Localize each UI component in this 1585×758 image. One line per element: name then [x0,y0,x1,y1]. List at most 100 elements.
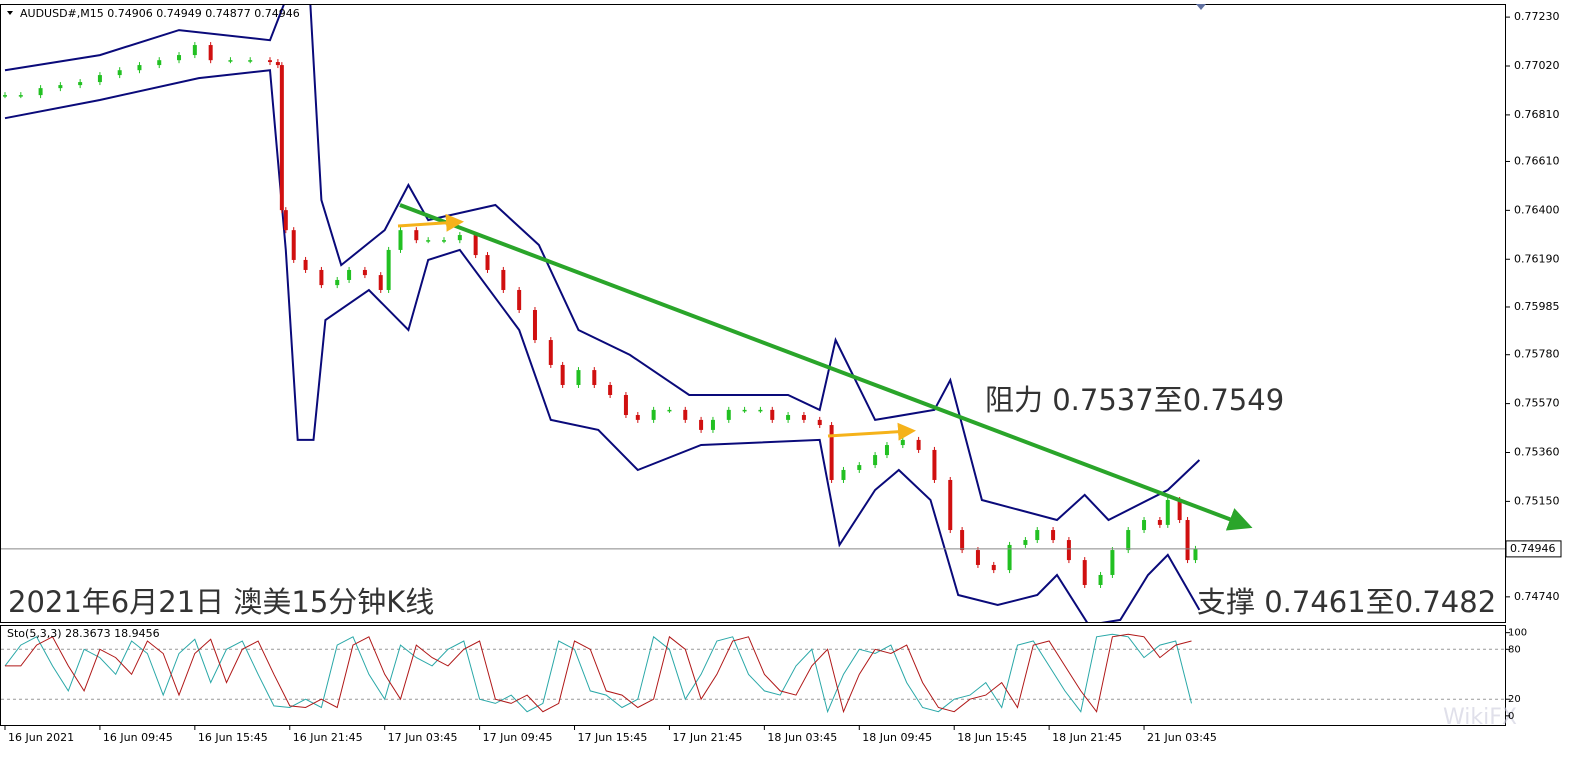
candle [1157,520,1162,525]
candle [857,465,862,470]
candle [117,70,122,76]
candle [501,269,506,290]
x-tick-label: 17 Jun 03:45 [388,731,458,744]
candle [3,95,7,97]
candle [623,394,628,416]
candle [177,55,182,61]
candle [137,65,142,71]
watermark: WikiFX [1443,705,1517,730]
candle [548,340,553,365]
candle [991,564,996,571]
candle [948,479,953,531]
candle [157,60,162,66]
candle [1051,530,1056,541]
candle [975,550,980,565]
candle [378,275,383,290]
x-tick-label: 17 Jun 15:45 [578,731,648,744]
candle [291,230,296,260]
candle [786,415,791,420]
candle [319,269,324,286]
x-tick-label: 16 Jun 2021 [8,731,74,744]
bollinger-band [4,69,1201,622]
candle [884,445,889,456]
stochastic-line [5,633,1192,714]
y-tick-label: 0.75985 [1514,300,1560,313]
candle [699,419,704,430]
candle [275,62,280,66]
candle [335,279,340,286]
candle [742,409,747,412]
candle [97,75,102,83]
candle [635,415,640,420]
orange-arrow [397,213,464,232]
indicator-plot [1,633,1505,714]
x-tick-label: 16 Jun 21:45 [293,731,363,744]
candle [726,409,731,420]
y-tick-label: 0.75570 [1514,397,1560,410]
candle [667,409,672,412]
price-plot [3,5,1201,622]
y-tick-label: 0.75150 [1514,494,1560,507]
candle [560,364,565,385]
candle [485,255,490,270]
candle [1142,520,1147,531]
y-tick-label: 0.76610 [1514,154,1560,167]
candle [267,60,272,63]
candle [829,425,834,480]
orange-arrow [827,422,916,441]
candle [683,409,688,420]
candle [608,384,613,395]
trend-line [399,203,1253,531]
y-tick-label: 0.77020 [1514,59,1560,72]
candle [248,60,253,62]
indicator-panel [0,625,1506,726]
x-tick-label: 17 Jun 21:45 [672,731,742,744]
current-price-box [1505,540,1562,558]
marker-triangle [1196,4,1206,10]
y-tick-label: 0.77230 [1514,10,1560,23]
candle [592,370,597,385]
x-tick-label: 21 Jun 03:45 [1147,731,1217,744]
candle [1007,544,1012,571]
y-tick-label: 0 [1508,711,1514,722]
x-tick-label: 18 Jun 03:45 [767,731,837,744]
y-tick-label: 0.75360 [1514,445,1560,458]
candle [916,439,921,450]
x-tick-label: 18 Jun 21:45 [1052,731,1122,744]
x-tick-label: 16 Jun 09:45 [103,731,173,744]
candle [1110,550,1115,575]
y-tick-label: 100 [1508,628,1527,639]
candle [1023,540,1028,545]
candle [770,409,775,420]
candle [873,455,878,466]
y-tick-label: 0.76400 [1514,203,1560,216]
candle [1082,560,1087,585]
support-note: 支撑 0.7461至0.7482 [1197,585,1496,619]
x-tick-label: 18 Jun 15:45 [957,731,1027,744]
candle [228,60,233,62]
y-tick-label: 80 [1508,644,1521,655]
candle [78,82,83,86]
y-tick-label: 20 [1508,694,1521,705]
candle [841,469,846,480]
candle [1126,530,1131,551]
candle [710,419,715,430]
bollinger-band [4,5,1201,522]
candle [457,235,462,241]
candle [1035,530,1040,541]
candle [58,85,63,89]
candle [398,230,403,250]
candle [303,259,308,270]
candle [192,45,197,56]
candle [1165,499,1170,525]
indicator-title: Sto(5,3,3) 28.3673 18.9456 [7,627,160,640]
candle [900,439,905,446]
current-price-label: 0.74946 [1510,542,1556,555]
candle [1185,520,1190,561]
y-tick-label: 0.76810 [1514,108,1560,121]
x-tick-label: 16 Jun 15:45 [198,731,268,744]
resistance-note: 阻力 0.7537至0.7549 [985,383,1284,417]
x-tick-label: 17 Jun 09:45 [483,731,553,744]
